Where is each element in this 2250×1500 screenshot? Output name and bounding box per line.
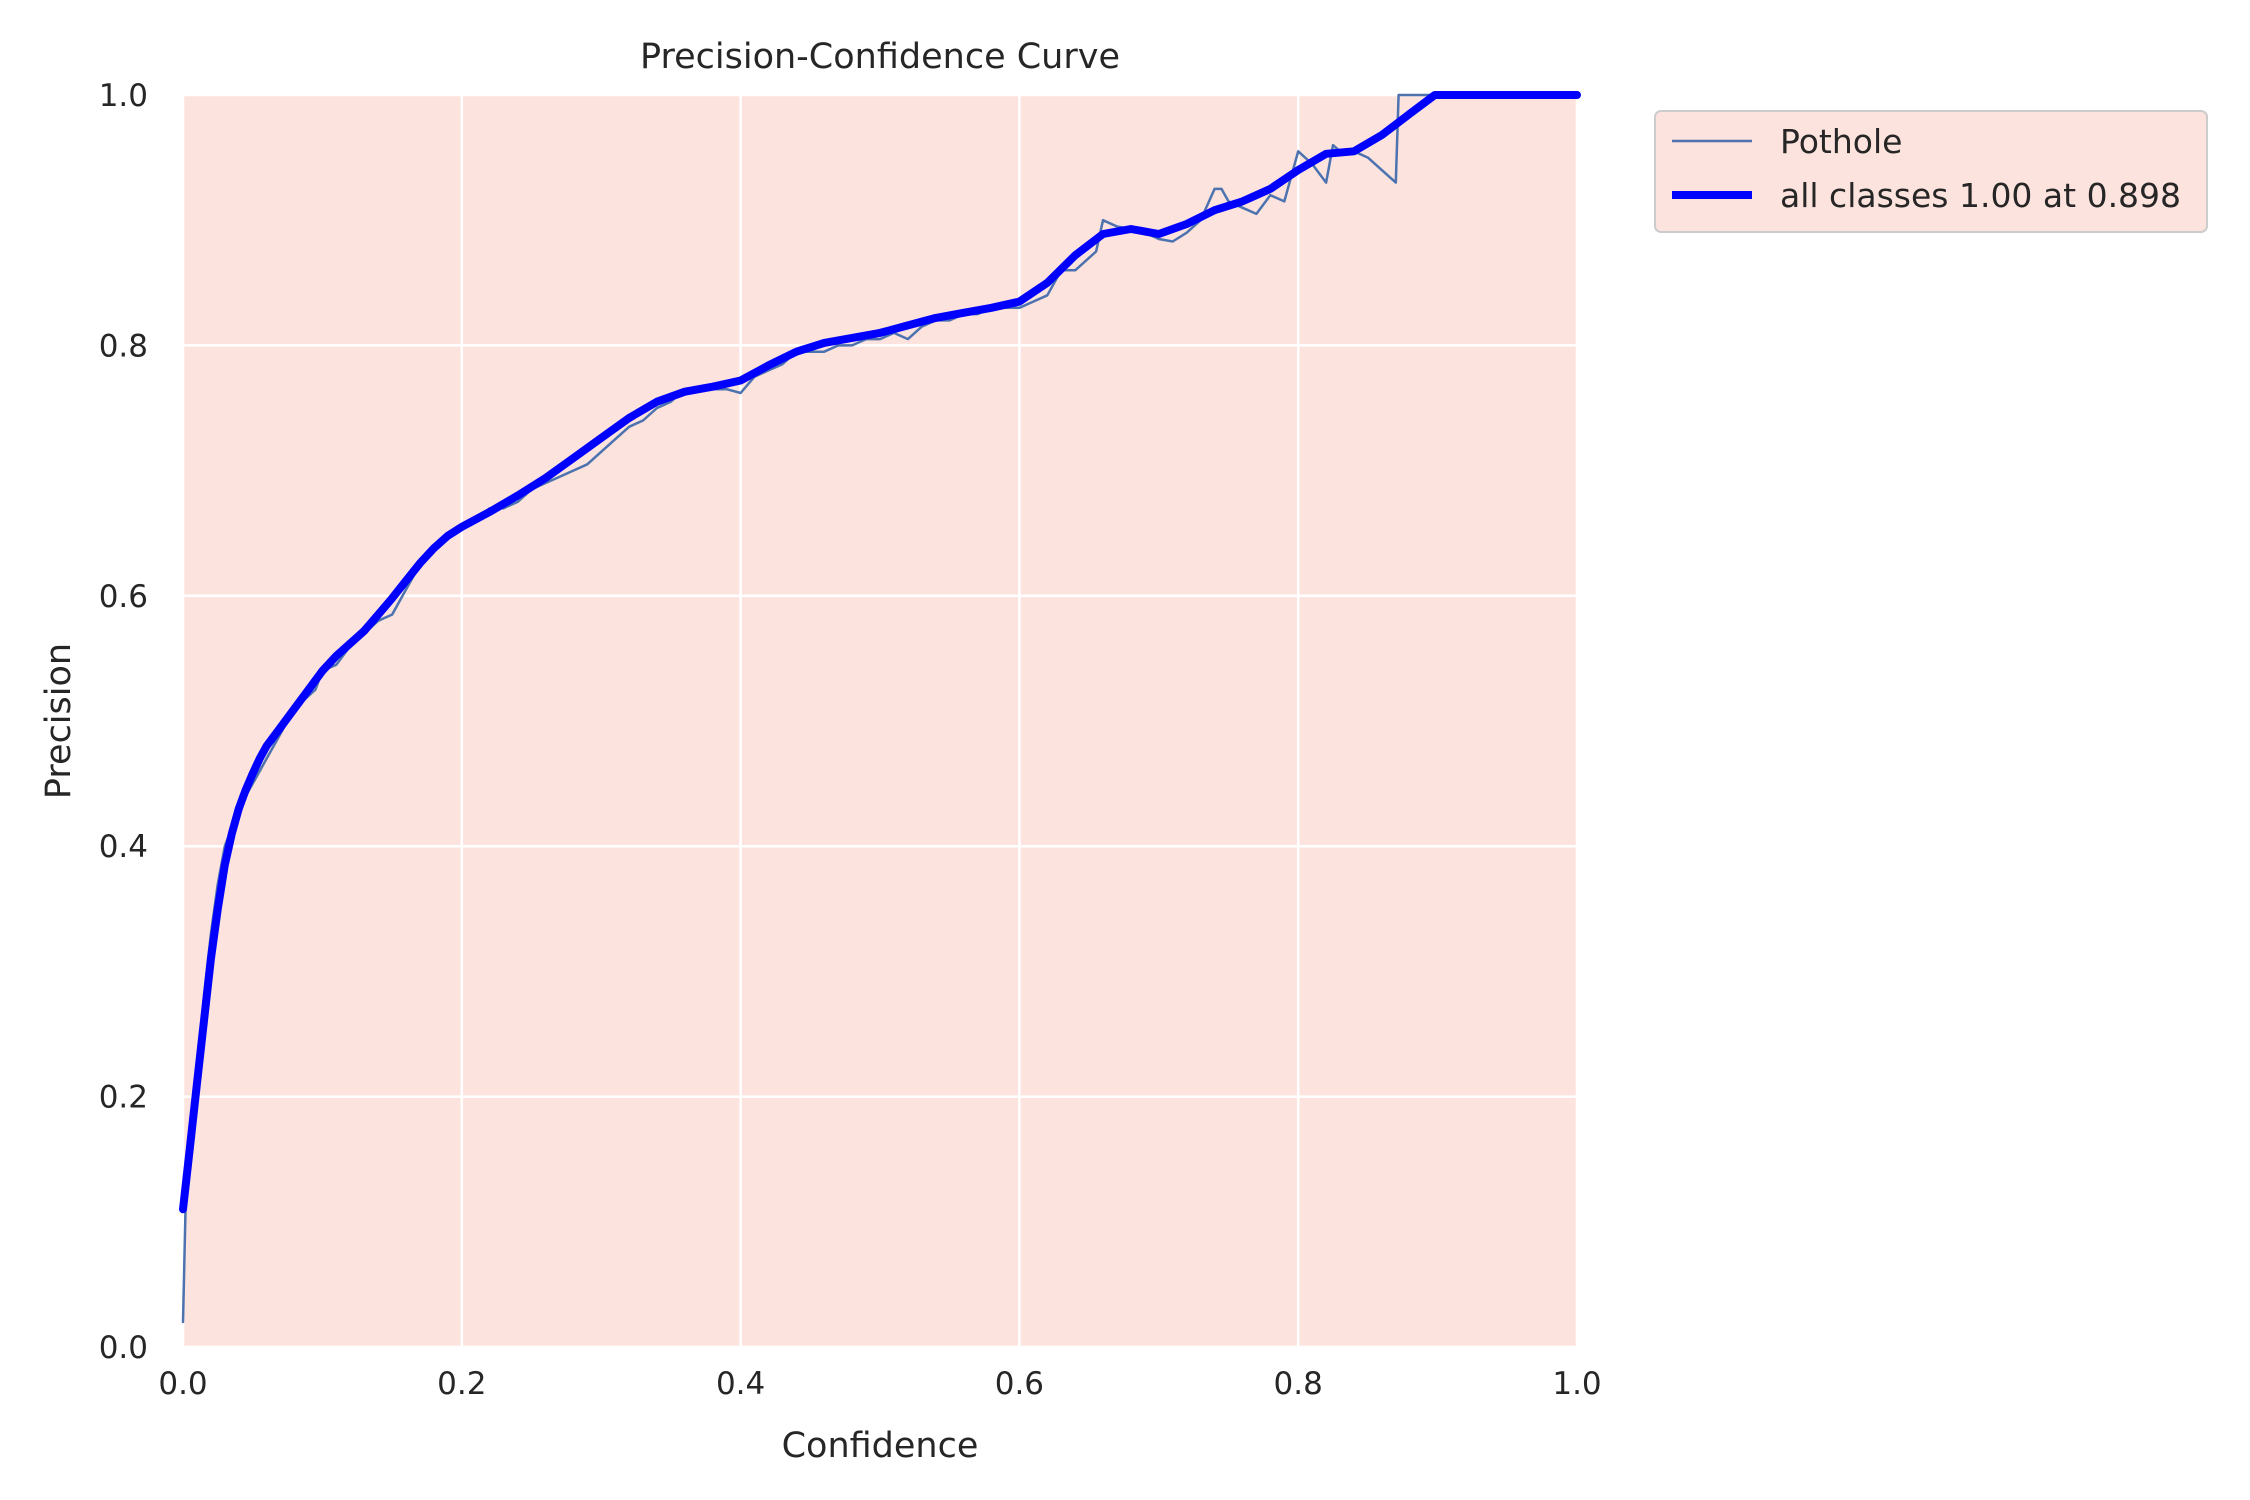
x-tick-label: 1.0: [1552, 1366, 1601, 1402]
grid-lines: [181, 93, 1579, 1349]
y-tick-label: 0.8: [99, 328, 148, 364]
plot-area-background: [183, 95, 1577, 1347]
x-tick-label: 0.6: [995, 1366, 1044, 1402]
y-tick-label: 0.0: [99, 1330, 148, 1366]
x-tick-label: 0.0: [158, 1366, 207, 1402]
series-line-all-classes: [179, 91, 1581, 1214]
y-tick-label: 0.4: [99, 829, 148, 865]
x-axis-label: Confidence: [782, 1426, 979, 1466]
legend: Pothole all classes 1.00 at 0.898: [1654, 110, 2208, 233]
x-tick-label: 0.8: [1274, 1366, 1323, 1402]
legend-label-pothole: Pothole: [1780, 122, 1902, 161]
y-tick-label: 1.0: [99, 78, 148, 114]
y-tick-label: 0.6: [99, 579, 148, 615]
chart-title: Precision-Confidence Curve: [640, 37, 1120, 77]
x-tick-label: 0.4: [716, 1366, 765, 1402]
y-tick-labels: 0.0 0.2 0.4 0.6 0.8 1.0: [99, 78, 148, 1366]
y-tick-label: 0.2: [99, 1080, 148, 1116]
y-axis-label: Precision: [39, 643, 79, 799]
x-tick-label: 0.2: [437, 1366, 486, 1402]
legend-label-all-classes: all classes 1.00 at 0.898: [1780, 176, 2181, 215]
x-tick-labels: 0.0 0.2 0.4 0.6 0.8 1.0: [158, 1366, 1601, 1402]
series-lines: [179, 91, 1581, 1324]
legend-box: [1654, 110, 2208, 233]
